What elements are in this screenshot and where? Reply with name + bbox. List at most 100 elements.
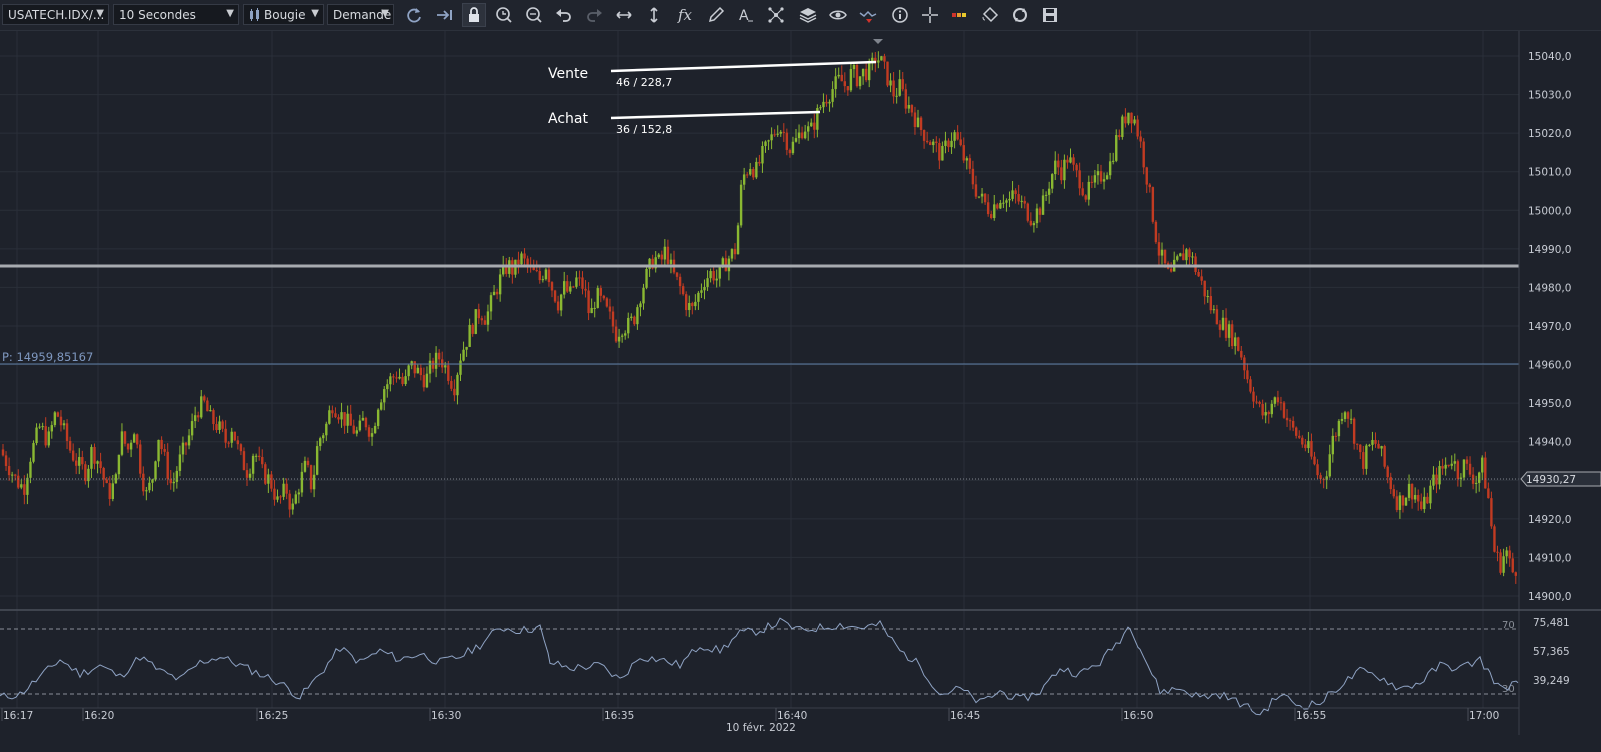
pattern-button[interactable] bbox=[764, 3, 788, 27]
candle-up bbox=[172, 481, 175, 484]
candle-up bbox=[315, 446, 319, 475]
layers-button[interactable] bbox=[796, 3, 820, 27]
candle-up bbox=[868, 62, 871, 81]
candle-up bbox=[770, 134, 773, 141]
candle-down bbox=[1487, 488, 1490, 499]
candle-down bbox=[68, 440, 72, 451]
candle-down bbox=[1258, 401, 1261, 404]
refresh-button[interactable] bbox=[402, 3, 426, 27]
candle-up bbox=[1505, 550, 1508, 557]
zoom-out-icon bbox=[526, 7, 542, 23]
candle-down bbox=[1359, 444, 1362, 453]
candle-up bbox=[1112, 160, 1115, 162]
chevron-down-icon: ▼ bbox=[381, 8, 389, 19]
candle-up bbox=[730, 249, 734, 259]
chart-area[interactable]: P: 14959,85167 Vente 46 / 228,7 Achat 36… bbox=[0, 31, 1601, 752]
redo-button[interactable] bbox=[582, 3, 606, 27]
indicators-button[interactable]: fx bbox=[674, 3, 698, 27]
sync-button[interactable] bbox=[1008, 3, 1032, 27]
sell-trendline[interactable] bbox=[610, 60, 877, 73]
undo-button[interactable] bbox=[552, 3, 576, 27]
crosshair-button[interactable] bbox=[918, 3, 942, 27]
candle-up bbox=[1453, 461, 1456, 464]
candle-up bbox=[157, 439, 160, 462]
candle-down bbox=[1197, 271, 1200, 277]
candle-down bbox=[843, 81, 846, 87]
shift-icon bbox=[437, 10, 452, 20]
candle-down bbox=[666, 246, 670, 264]
candle-down bbox=[1417, 495, 1420, 502]
draw-button[interactable] bbox=[704, 3, 728, 27]
candle-up bbox=[32, 443, 35, 462]
price-axis[interactable]: 15040,0 15030,0 15020,0 15010,0 15000,0 14990… bbox=[1528, 51, 1571, 603]
buy-trendline[interactable] bbox=[610, 110, 821, 120]
candle-up bbox=[703, 286, 706, 291]
chart-type-select[interactable]: Bougie ▼ bbox=[243, 4, 324, 25]
time-axis[interactable]: 16:17 16:20 16:25 16:30 16:35 16:40 16:45 16:50… bbox=[1, 708, 1499, 722]
eye-icon bbox=[829, 10, 847, 20]
candle-up bbox=[1185, 249, 1188, 261]
candle-down bbox=[99, 461, 102, 469]
zoom-button[interactable] bbox=[492, 3, 516, 27]
candle-up bbox=[291, 503, 294, 510]
instrument-label: USATECH.IDX/... bbox=[8, 7, 105, 22]
time-tick-label: 16:25 bbox=[258, 710, 288, 722]
timeframe-select[interactable]: 10 Secondes ▼ bbox=[113, 4, 239, 25]
candle-down bbox=[236, 440, 240, 445]
candle-up bbox=[178, 454, 182, 471]
candle-up bbox=[200, 396, 203, 418]
candle-up bbox=[1398, 495, 1402, 510]
candle-up bbox=[1270, 403, 1273, 415]
text-button[interactable]: A bbox=[734, 3, 758, 27]
candle-up bbox=[62, 423, 66, 426]
paint-button[interactable] bbox=[978, 3, 1002, 27]
candle-up bbox=[468, 324, 471, 347]
vertical-scale-button[interactable] bbox=[642, 3, 666, 27]
candle-up bbox=[617, 336, 621, 342]
visibility-button[interactable] bbox=[826, 3, 850, 27]
candle-up bbox=[861, 68, 865, 77]
candle-down bbox=[651, 258, 654, 269]
info-button[interactable] bbox=[888, 3, 912, 27]
candle-down bbox=[733, 249, 737, 255]
candle-down bbox=[929, 142, 932, 146]
candle-up bbox=[1069, 157, 1072, 163]
candle-up bbox=[361, 417, 365, 421]
zoom-out-button[interactable] bbox=[522, 3, 546, 27]
candle-up bbox=[492, 291, 496, 296]
candle-up bbox=[767, 140, 770, 142]
candle-down bbox=[1, 449, 5, 456]
chevron-down-icon: ▼ bbox=[311, 8, 319, 19]
time-tick-label: 16:20 bbox=[84, 710, 114, 722]
lock-button[interactable] bbox=[462, 3, 486, 27]
candle-down bbox=[108, 483, 111, 500]
horizontal-scale-button[interactable] bbox=[612, 3, 636, 27]
candle-up bbox=[944, 140, 947, 146]
candle-up bbox=[794, 138, 798, 142]
candle-up bbox=[190, 421, 194, 436]
candle-up bbox=[1032, 223, 1036, 226]
bars-button[interactable] bbox=[948, 3, 972, 27]
candle-up bbox=[1450, 463, 1453, 466]
candle-up bbox=[1087, 181, 1090, 200]
candle-up bbox=[761, 145, 764, 164]
signal-button[interactable] bbox=[856, 3, 880, 27]
refresh-icon bbox=[407, 8, 421, 23]
shift-button[interactable] bbox=[432, 3, 456, 27]
instrument-select[interactable]: USATECH.IDX/... ▼ bbox=[2, 4, 109, 25]
price-tick-label: 14970,0 bbox=[1528, 321, 1571, 333]
candle-down bbox=[1014, 190, 1017, 195]
candle-down bbox=[584, 288, 587, 291]
candle-up bbox=[520, 253, 523, 265]
candle-down bbox=[431, 360, 435, 369]
candle-down bbox=[1346, 412, 1350, 419]
candle-up bbox=[1115, 135, 1118, 161]
save-button[interactable] bbox=[1038, 3, 1062, 27]
candle-down bbox=[855, 64, 859, 87]
candle-up bbox=[736, 225, 740, 255]
candle-up bbox=[53, 412, 57, 426]
candle-up bbox=[1051, 174, 1054, 189]
price-side-select[interactable]: Demande ▼ bbox=[327, 4, 394, 25]
candle-up bbox=[1054, 160, 1057, 175]
candle-down bbox=[306, 460, 310, 466]
